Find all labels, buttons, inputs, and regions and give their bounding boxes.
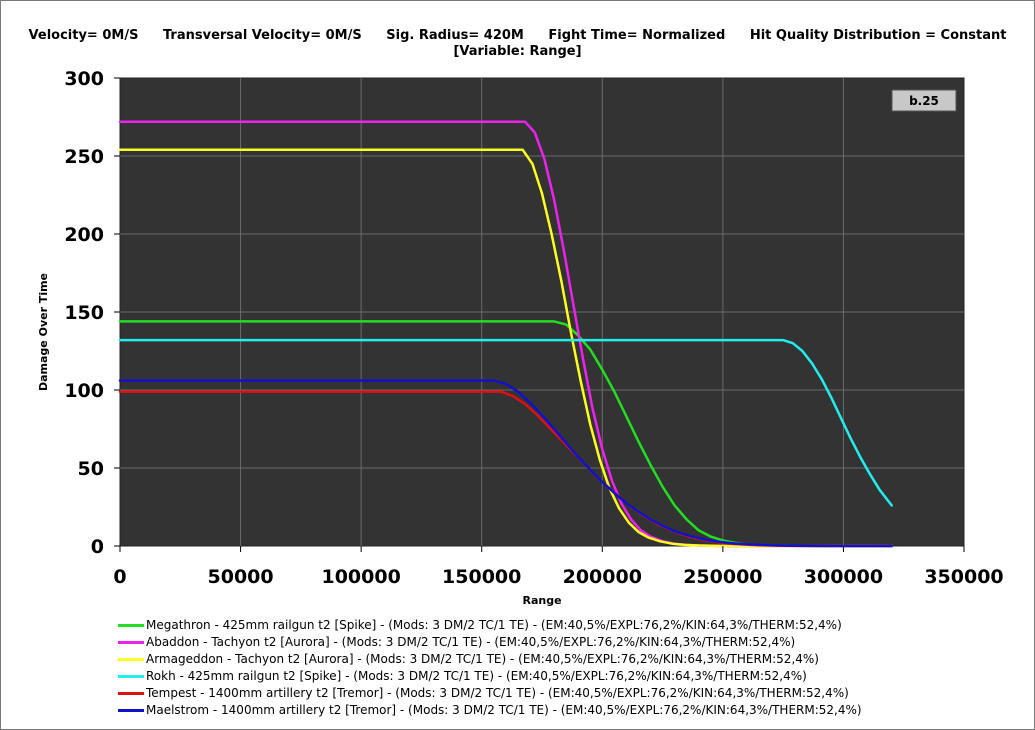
- x-tick-label: 300000: [804, 566, 883, 588]
- version-label: b.25: [909, 94, 939, 108]
- legend-label: Armageddon - Tachyon t2 [Aurora] - (Mods…: [146, 652, 819, 666]
- y-tick-label: 0: [91, 536, 104, 558]
- legend-label: Tempest - 1400mm artillery t2 [Tremor] -…: [146, 686, 849, 700]
- x-tick-label: 350000: [924, 566, 1003, 588]
- legend-swatch: [118, 709, 144, 712]
- legend-item: Megathron - 425mm railgun t2 [Spike] - (…: [118, 617, 862, 634]
- y-tick-label: 200: [64, 224, 104, 246]
- legend-item: Abaddon - Tachyon t2 [Aurora] - (Mods: 3…: [118, 634, 862, 651]
- series-lines: [118, 120, 893, 548]
- x-axis-label: Range: [522, 594, 561, 607]
- legend-label: Maelstrom - 1400mm artillery t2 [Tremor]…: [146, 703, 862, 717]
- y-tick-label: 300: [64, 68, 104, 90]
- x-tick-label: 50000: [208, 566, 274, 588]
- legend-swatch: [118, 692, 144, 695]
- series-line-3: [118, 338, 893, 507]
- legend-item: Armageddon - Tachyon t2 [Aurora] - (Mods…: [118, 651, 862, 668]
- header-transversal-velocity: Transversal Velocity= 0M/S: [162, 28, 362, 43]
- x-tick-label: 0: [113, 566, 126, 588]
- header-signature-radius: Sig. Radius= 420M: [386, 28, 524, 43]
- legend-item: Maelstrom - 1400mm artillery t2 [Tremor]…: [118, 702, 862, 719]
- legend-swatch: [118, 641, 144, 644]
- legend-swatch: [118, 658, 144, 661]
- y-tick-label: 250: [64, 146, 104, 168]
- x-tick-label: 250000: [683, 566, 762, 588]
- version-box: [891, 89, 957, 112]
- x-tick-labels: 0 50000 100000 150000 200000 250000 300000 3500…: [113, 546, 1004, 588]
- series-line-5: [118, 379, 893, 548]
- header-variable: [Variable: Range]: [453, 44, 582, 59]
- legend-swatch: [118, 675, 144, 678]
- chart-svg: 0 50 100 150 200 250 300 0 50000 100000 150000 200…: [37, 68, 1004, 607]
- y-tick-label: 100: [64, 380, 104, 402]
- x-tick-label: 150000: [442, 566, 521, 588]
- y-axis-label: Damage Over Time: [37, 273, 50, 391]
- legend-item: Rokh - 425mm railgun t2 [Spike] - (Mods:…: [118, 668, 862, 685]
- legend-label: Rokh - 425mm railgun t2 [Spike] - (Mods:…: [146, 669, 807, 683]
- y-tick-labels: 0 50 100 150 200 250 300: [64, 68, 120, 558]
- chart-header: Velocity= 0M/S Transversal Velocity= 0M/…: [0, 28, 1035, 60]
- chart-legend: Megathron - 425mm railgun t2 [Spike] - (…: [118, 617, 862, 719]
- y-tick-label: 50: [78, 458, 104, 480]
- x-tick-label: 200000: [563, 566, 642, 588]
- series-line-2: [118, 148, 893, 548]
- legend-label: Abaddon - Tachyon t2 [Aurora] - (Mods: 3…: [146, 635, 796, 649]
- header-parameters: Velocity= 0M/S Transversal Velocity= 0M/…: [0, 28, 1035, 44]
- legend-label: Megathron - 425mm railgun t2 [Spike] - (…: [146, 618, 842, 632]
- x-tick-label: 100000: [321, 566, 400, 588]
- y-tick-label: 150: [64, 302, 104, 324]
- legend-item: Tempest - 1400mm artillery t2 [Tremor] -…: [118, 685, 862, 702]
- header-hit-quality: Hit Quality Distribution = Constant: [749, 28, 1007, 43]
- legend-swatch: [118, 624, 144, 627]
- header-velocity: Velocity= 0M/S: [28, 28, 139, 43]
- header-fight-time: Fight Time= Normalized: [548, 28, 726, 43]
